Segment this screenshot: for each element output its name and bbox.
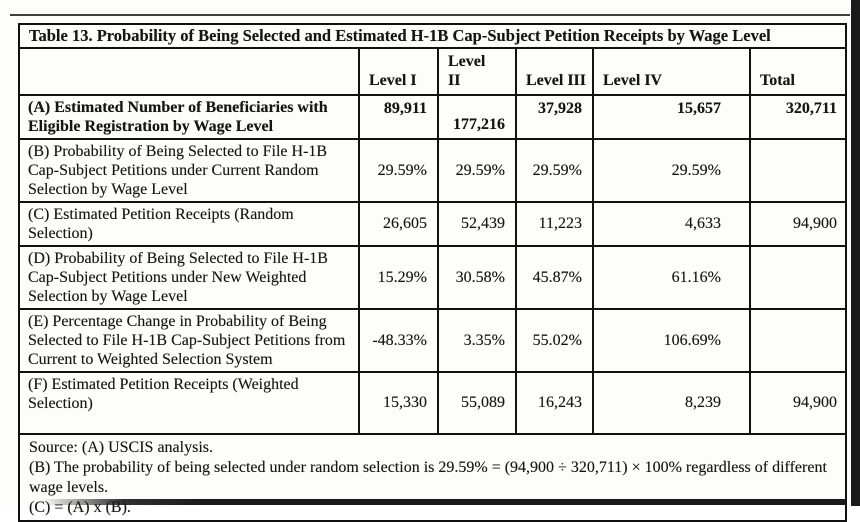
row-f-level-3: 16,243 [515, 371, 594, 435]
row-f-level-4: 8,239 [592, 371, 751, 435]
header-empty-cell [18, 47, 360, 96]
row-d-level-4: 61.16% [592, 245, 751, 310]
row-d-total [748, 245, 848, 310]
source-notes-cell: Source: (A) USCIS analysis. (B) The prob… [17, 433, 848, 522]
row-e-label: (E) Percentage Change in Probability of … [18, 308, 360, 373]
table-row-a: (A) Estimated Number of Beneficiaries wi… [18, 94, 848, 140]
source-notes-row: Source: (A) USCIS analysis. (B) The prob… [17, 433, 848, 522]
table-title: Table 13. Probability of Being Selected … [17, 23, 848, 49]
row-c-level-4: 4,633 [592, 201, 751, 247]
header-level-3: Level III [515, 47, 594, 96]
row-d-level-2: 30.58% [437, 245, 517, 310]
row-f-level-1: 15,330 [358, 371, 439, 435]
row-b-level-1: 29.59% [358, 138, 439, 203]
row-a-level-2: 177,216 [437, 94, 517, 140]
row-e-total [748, 308, 848, 373]
row-a-level-4: 15,657 [592, 94, 751, 140]
row-c-level-3: 11,223 [515, 201, 594, 247]
row-c-level-2: 52,439 [437, 201, 517, 247]
row-c-total: 94,900 [748, 201, 848, 247]
row-e-level-1: -48.33% [358, 308, 439, 373]
header-level-2-label: Level II [448, 53, 486, 89]
row-b-level-3: 29.59% [515, 138, 594, 203]
page-right-edge-bar [851, 0, 860, 506]
row-a-level-3: 37,928 [515, 94, 594, 140]
note-source: Source: (A) USCIS analysis. [29, 439, 213, 456]
table-row-c: (C) Estimated Petition Receipts (Random … [18, 201, 848, 247]
header-total: Total [748, 47, 848, 96]
table-13: Table 13. Probability of Being Selected … [17, 23, 848, 522]
row-b-label: (B) Probability of Being Selected to Fil… [18, 138, 360, 203]
page-bottom-edge-bar [42, 499, 845, 505]
row-b-total [748, 138, 848, 203]
row-f-level-2: 55,089 [437, 371, 517, 435]
row-c-level-1: 26,605 [358, 201, 439, 247]
row-a-level-1: 89,911 [358, 94, 439, 140]
row-d-label: (D) Probability of Being Selected to Fil… [18, 245, 360, 310]
row-f-label: (F) Estimated Petition Receipts (Weighte… [18, 371, 360, 435]
row-d-level-1: 15.29% [358, 245, 439, 310]
row-e-level-3: 55.02% [515, 308, 594, 373]
row-a-label: (A) Estimated Number of Beneficiaries wi… [18, 94, 360, 140]
row-e-level-4: 106.69% [592, 308, 751, 373]
note-b: (B) The probability of being selected un… [29, 459, 827, 496]
header-row: Level I Level II Level III Level IV Tota… [18, 47, 848, 96]
row-b-level-2: 29.59% [437, 138, 517, 203]
row-c-label: (C) Estimated Petition Receipts (Random … [18, 201, 360, 247]
table-row-f: (F) Estimated Petition Receipts (Weighte… [18, 371, 848, 435]
document-page: Table 13. Probability of Being Selected … [10, 0, 860, 522]
page-top-edge-line [10, 14, 850, 16]
row-b-level-4: 29.59% [592, 138, 751, 203]
row-d-level-3: 45.87% [515, 245, 594, 310]
header-level-2: Level II [437, 47, 517, 96]
row-f-total: 94,900 [748, 371, 848, 435]
header-level-4: Level IV [592, 47, 751, 96]
table-row-e: (E) Percentage Change in Probability of … [18, 308, 848, 373]
table-row-d: (D) Probability of Being Selected to Fil… [18, 245, 848, 310]
header-level-1: Level I [358, 47, 439, 96]
table-row-b: (B) Probability of Being Selected to Fil… [18, 138, 848, 203]
row-a-total: 320,711 [748, 94, 848, 140]
row-e-level-2: 3.35% [437, 308, 517, 373]
